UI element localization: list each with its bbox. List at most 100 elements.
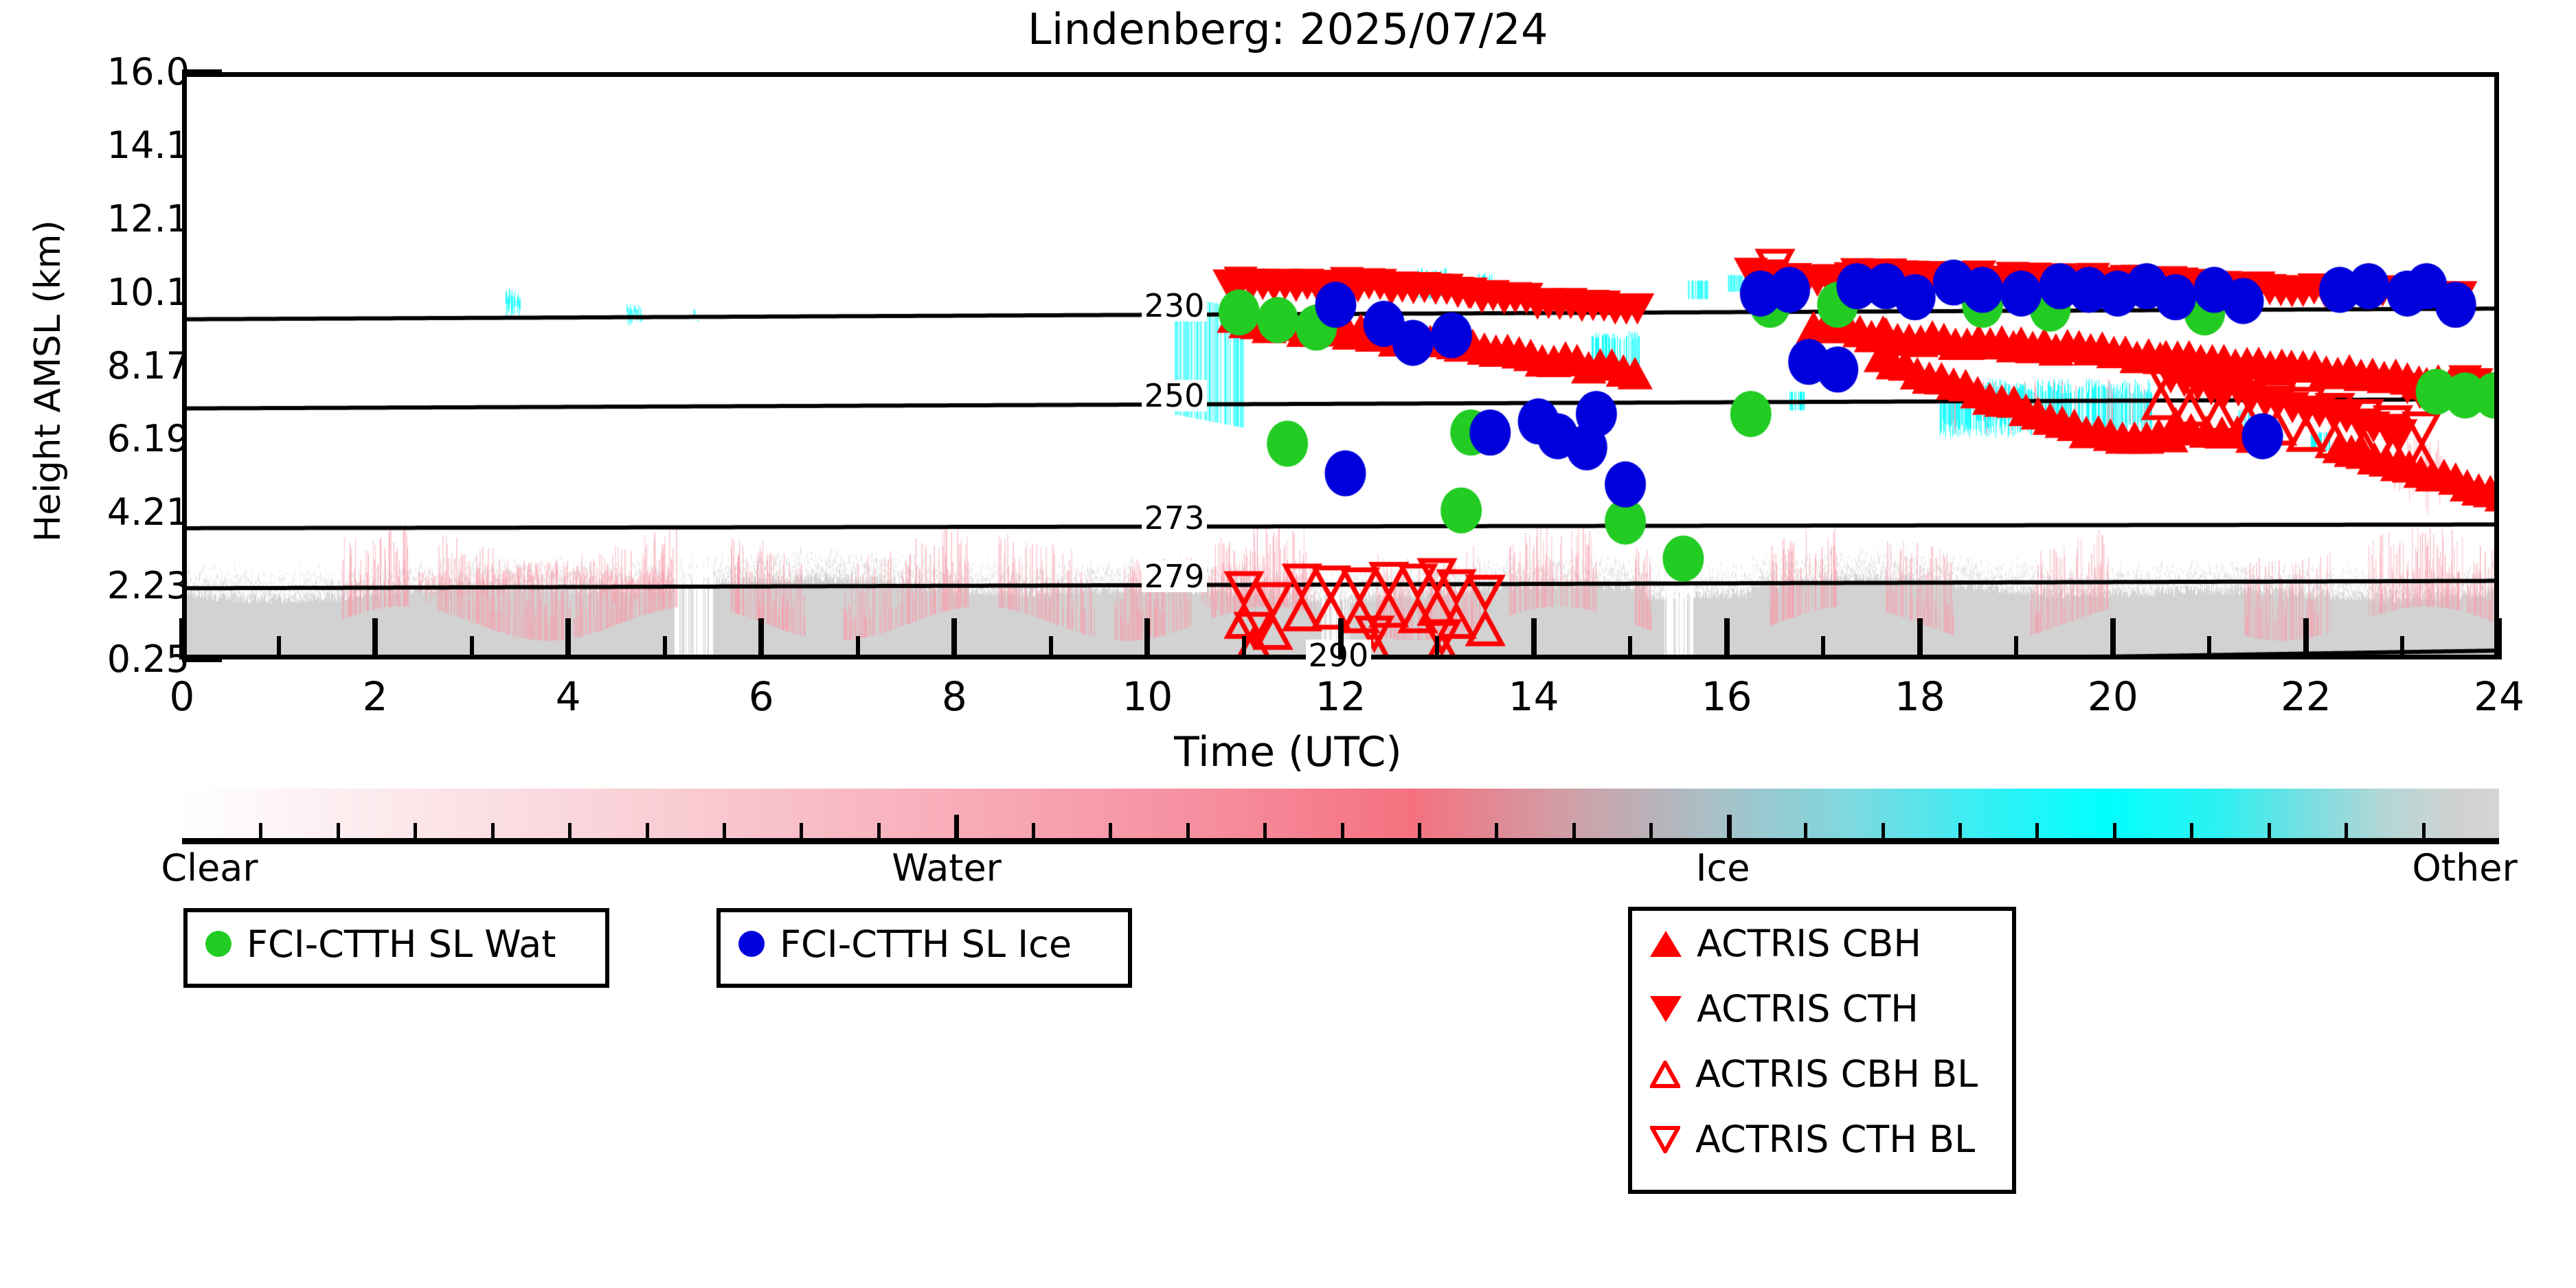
triangle-down-open-icon: [1648, 1125, 1682, 1155]
legend-label: ACTRIS CBH: [1697, 922, 1921, 965]
colorbar-minor-tick: [645, 823, 649, 839]
legend-item-triangle-down[interactable]: ACTRIS CTH: [1632, 976, 2012, 1041]
colorbar-minor-tick: [2267, 823, 2271, 839]
x-tick-label: 16: [1701, 673, 1752, 720]
x-tick-mark: [2110, 618, 2116, 659]
x-tick-label: 8: [941, 673, 967, 720]
legend-fci-ctth-sl-wat[interactable]: FCI-CTTH SL Wat: [183, 908, 609, 988]
colorbar-minor-tick: [1109, 823, 1113, 839]
x-minor-tick-mark: [1048, 636, 1053, 659]
colorbar-minor-tick: [1649, 823, 1653, 839]
isotherm-label: 250: [1141, 379, 1208, 411]
colorbar-minor-tick: [2112, 823, 2116, 839]
legend-item-triangle-down-open[interactable]: ACTRIS CTH BL: [1632, 1107, 2012, 1172]
colorbar-minor-tick: [568, 823, 572, 839]
triangle-down-icon: [1650, 995, 1682, 1022]
y-tick-label: 14.1: [106, 123, 190, 167]
colorbar-minor-tick: [1417, 823, 1421, 839]
plot-area[interactable]: [182, 72, 2499, 659]
x-tick-label: 24: [2474, 673, 2524, 720]
legend-label: FCI-CTTH SL Wat: [247, 922, 556, 966]
colorbar-label: Other: [2412, 846, 2518, 890]
x-tick-mark: [951, 618, 958, 659]
x-minor-tick-mark: [276, 636, 281, 659]
x-minor-tick-mark: [1241, 636, 1246, 659]
legend-label: ACTRIS CTH BL: [1695, 1118, 1976, 1161]
x-tick-mark: [1337, 618, 1344, 659]
y-tick-label: 4.21: [106, 490, 190, 534]
fci-ice-marker-icon: [738, 931, 765, 957]
x-tick-label: 22: [2281, 673, 2331, 720]
colorbar-minor-tick: [336, 823, 340, 839]
x-tick-label: 6: [748, 673, 774, 720]
x-minor-tick-mark: [1628, 636, 1633, 659]
y-tick-mark: [182, 657, 222, 662]
isotherm-label: 273: [1141, 501, 1208, 534]
isotherm-label: 230: [1141, 290, 1208, 322]
x-tick-mark: [2496, 618, 2502, 659]
x-tick-label: 18: [1894, 673, 1945, 720]
y-tick-label: 0.25: [106, 637, 190, 681]
y-tick-label: 10.1: [106, 270, 190, 314]
x-minor-tick-mark: [469, 636, 474, 659]
colorbar-minor-tick: [1572, 823, 1576, 839]
legend-label: ACTRIS CTH: [1697, 987, 1919, 1030]
colorbar-minor-tick: [414, 823, 418, 839]
colorbar-minor-tick: [1804, 823, 1808, 839]
colorbar-minor-tick: [1340, 823, 1344, 839]
colorbar-minor-tick: [1958, 823, 1962, 839]
x-tick-mark: [372, 618, 379, 659]
x-tick-mark: [1724, 618, 1730, 659]
y-tick-label: 8.17: [106, 343, 190, 387]
legend-actris[interactable]: ACTRIS CBH ACTRIS CTH ACTRIS CBH BL ACTRIS …: [1628, 907, 2016, 1194]
colorbar-minor-tick: [1495, 823, 1499, 839]
x-tick-label: 20: [2087, 673, 2138, 720]
colorbar-axis-rule: [182, 838, 2499, 844]
x-minor-tick-mark: [1435, 636, 1440, 659]
x-tick-label: 4: [555, 673, 581, 720]
colorbar-minor-tick: [723, 823, 727, 839]
legend-item-triangle-up-open[interactable]: ACTRIS CBH BL: [1632, 1041, 2012, 1107]
y-axis-title: Height AMSL (km): [27, 220, 69, 542]
x-minor-tick-mark: [855, 636, 860, 659]
colorbar-minor-tick: [2190, 823, 2194, 839]
x-tick-mark: [1144, 618, 1151, 659]
colorbar-minor-tick: [2345, 823, 2349, 839]
colorbar-minor-tick: [1263, 823, 1267, 839]
legend-item-triangle-up[interactable]: ACTRIS CBH: [1632, 911, 2012, 976]
triangle-up-open-icon: [1648, 1058, 1682, 1088]
x-tick-label: 0: [169, 673, 195, 720]
x-tick-mark: [1530, 618, 1537, 659]
colorbar-minor-tick: [877, 823, 881, 839]
colorbar-minor-tick: [490, 823, 495, 839]
x-tick-mark: [1917, 618, 1923, 659]
cloud-classification-canvas: [187, 77, 2494, 655]
x-tick-mark: [2303, 618, 2309, 659]
triangle-up-icon: [1650, 930, 1682, 957]
x-minor-tick-mark: [2400, 636, 2405, 659]
fci-wat-marker-icon: [205, 931, 231, 957]
x-tick-label: 10: [1122, 673, 1173, 720]
legend-fci-ctth-sl-ice[interactable]: FCI-CTTH SL Ice: [716, 908, 1132, 988]
page-title: Lindenberg: 2025/07/24: [1027, 4, 1549, 54]
colorbar-minor-tick: [800, 823, 804, 839]
x-tick-label: 12: [1315, 673, 1366, 720]
colorbar-minor-tick: [1881, 823, 1885, 839]
colorbar-major-tick: [1726, 815, 1732, 839]
colorbar-minor-tick: [259, 823, 263, 839]
colorbar-label: Water: [892, 846, 1002, 890]
x-minor-tick-mark: [662, 636, 667, 659]
x-tick-mark: [758, 618, 765, 659]
plot-canvas-wrap: [187, 77, 2494, 655]
y-tick-label: 2.23: [106, 564, 190, 608]
y-tick-label: 12.1: [106, 196, 190, 240]
x-tick-mark: [179, 618, 185, 659]
isotherm-label: 279: [1141, 560, 1208, 592]
colorbar-label: Ice: [1695, 846, 1750, 890]
colorbar-major-tick: [954, 815, 960, 839]
x-minor-tick-mark: [2207, 636, 2212, 659]
y-tick-label: 16.0: [106, 50, 190, 93]
colorbar-minor-tick: [2035, 823, 2040, 839]
x-tick-label: 2: [362, 673, 388, 720]
x-minor-tick-mark: [1821, 636, 1826, 659]
